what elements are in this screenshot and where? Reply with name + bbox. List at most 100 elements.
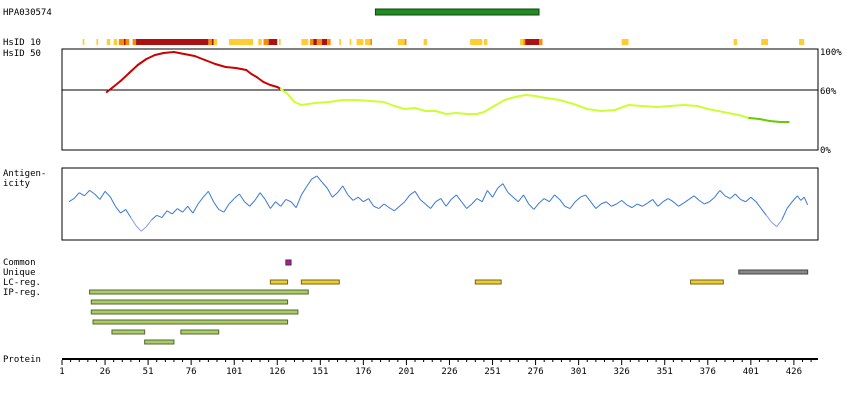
identity-segment-7 [162,51,175,54]
identity-segment-47 [558,99,575,105]
antigenicity-segment-54 [347,194,354,201]
antigenicity-segment-132 [750,196,757,203]
identity-segment-61 [737,114,751,119]
ip-segment-4-0 [111,329,146,335]
identity-segment-24 [300,102,317,106]
antigenicity-segment-95 [559,199,566,207]
antigenicity-segment-50 [326,187,333,198]
identity-segment-33 [414,107,427,112]
identity-segment-13 [224,66,237,69]
antigenicity-segment-34 [244,201,251,207]
antigenicity-segment-98 [574,196,581,203]
identity-segment-41 [493,99,506,107]
antigenicity-segment-89 [528,203,535,210]
antigenicity-segment-5 [94,193,101,200]
identity-segment-53 [641,105,658,108]
antigenicity-segment-62 [388,207,395,212]
antigenicity-segment-94 [554,194,561,200]
identity-segment-19 [269,84,279,88]
antigenicity-segment-42 [285,199,292,203]
identity-segment-9 [183,53,196,57]
x-tick-label-126: 126 [269,367,285,377]
hsid10-segment-12 [229,39,254,45]
lc-segment-3 [690,279,724,285]
identity-segment-4 [136,58,148,66]
antigenicity-segment-97 [569,201,576,209]
antigenicity-segment-121 [693,195,700,201]
antigenicity-segment-104 [605,201,612,207]
antigenicity-segment-82 [492,187,499,198]
antigenicity-segment-88 [523,194,530,205]
protein-label: Protein [3,355,41,365]
x-tick-label-401: 401 [743,367,759,377]
identity-segment-45 [534,95,547,99]
hsid10-segment-22 [327,39,331,45]
antigenicity-segment-124 [709,196,716,203]
identity-segment-57 [696,105,709,110]
antigenicity-segment-80 [481,190,488,202]
antigenicity-segment-99 [580,194,586,198]
hsid10-segment-11 [213,39,217,45]
antigenicity-segment-16 [151,214,158,221]
identity-segment-10 [193,55,206,61]
hsid10-segment-28 [397,39,405,45]
hsid10-segment-18 [309,39,314,45]
unique-label: Unique [3,268,36,278]
antigen-segment [374,8,540,16]
hsid10-track [82,39,805,45]
antigenicity-segment-22 [182,205,189,213]
antigenicity-segment-111 [642,202,648,207]
antigenicity-segment-76 [461,201,468,209]
antigenicity-segment-113 [652,199,659,207]
antigenicity-segment-128 [729,193,736,199]
antigenicity-segment-36 [254,192,261,201]
antigenicity-segment-130 [740,199,746,203]
identity-tick-0: 0% [820,146,831,156]
antigenicity-segment-137 [776,219,783,227]
hsid10-segment-17 [301,39,309,45]
x-tick-label-251: 251 [484,367,500,377]
identity-segment-2 [119,72,131,82]
hsid10-segment-15 [268,39,278,45]
hsid10-segment-29 [404,39,407,45]
hsid10-segment-27 [370,39,372,45]
antigenicity-segment-68 [419,199,426,205]
x-tick-label-351: 351 [657,367,673,377]
ip-segment-0-0 [89,289,309,295]
hsid10-segment-38 [733,39,738,45]
antigenicity-segment-32 [233,193,240,199]
hsid10-segment-16 [278,39,281,45]
antigenicity-segment-125 [714,190,721,198]
identity-segment-59 [717,110,730,114]
hsid10-segment-20 [316,39,323,45]
antigenicity-segment-86 [512,196,519,203]
antigenicity-segment-77 [466,203,473,209]
antigenicity-segment-122 [698,199,705,205]
antigenicity-segment-27 [207,191,214,202]
identity-profile [105,51,790,123]
identity-segment-1 [110,80,122,89]
identity-segment-17 [255,76,265,83]
antigenicity-segment-10 [120,209,127,214]
hsid10-segment-4 [118,39,124,45]
antigenicity-segment-18 [161,210,168,218]
identity-segment-6 [153,52,165,56]
antigenicity-segment-39 [269,201,276,209]
antigenicity-segment-87 [517,194,524,203]
x-tick-label-376: 376 [700,367,716,377]
identity-segment-5 [145,54,156,60]
ip-segment-4-1 [180,329,220,335]
hsid10-segment-7 [132,39,137,45]
antigenicity-segment-118 [678,202,684,207]
common-segment-0 [285,259,292,266]
antigenicity-segment-40 [275,201,282,207]
identity-segment-46 [544,97,561,101]
identity-segment-63 [758,118,771,122]
hsid10-segment-21 [322,39,328,45]
hsid50-label: HsID 50 [3,49,41,59]
x-tick-label-26: 26 [100,367,111,377]
antigenicity-segment-17 [156,214,163,219]
hsid10-segment-35 [525,39,540,45]
identity-segment-39 [476,111,485,115]
